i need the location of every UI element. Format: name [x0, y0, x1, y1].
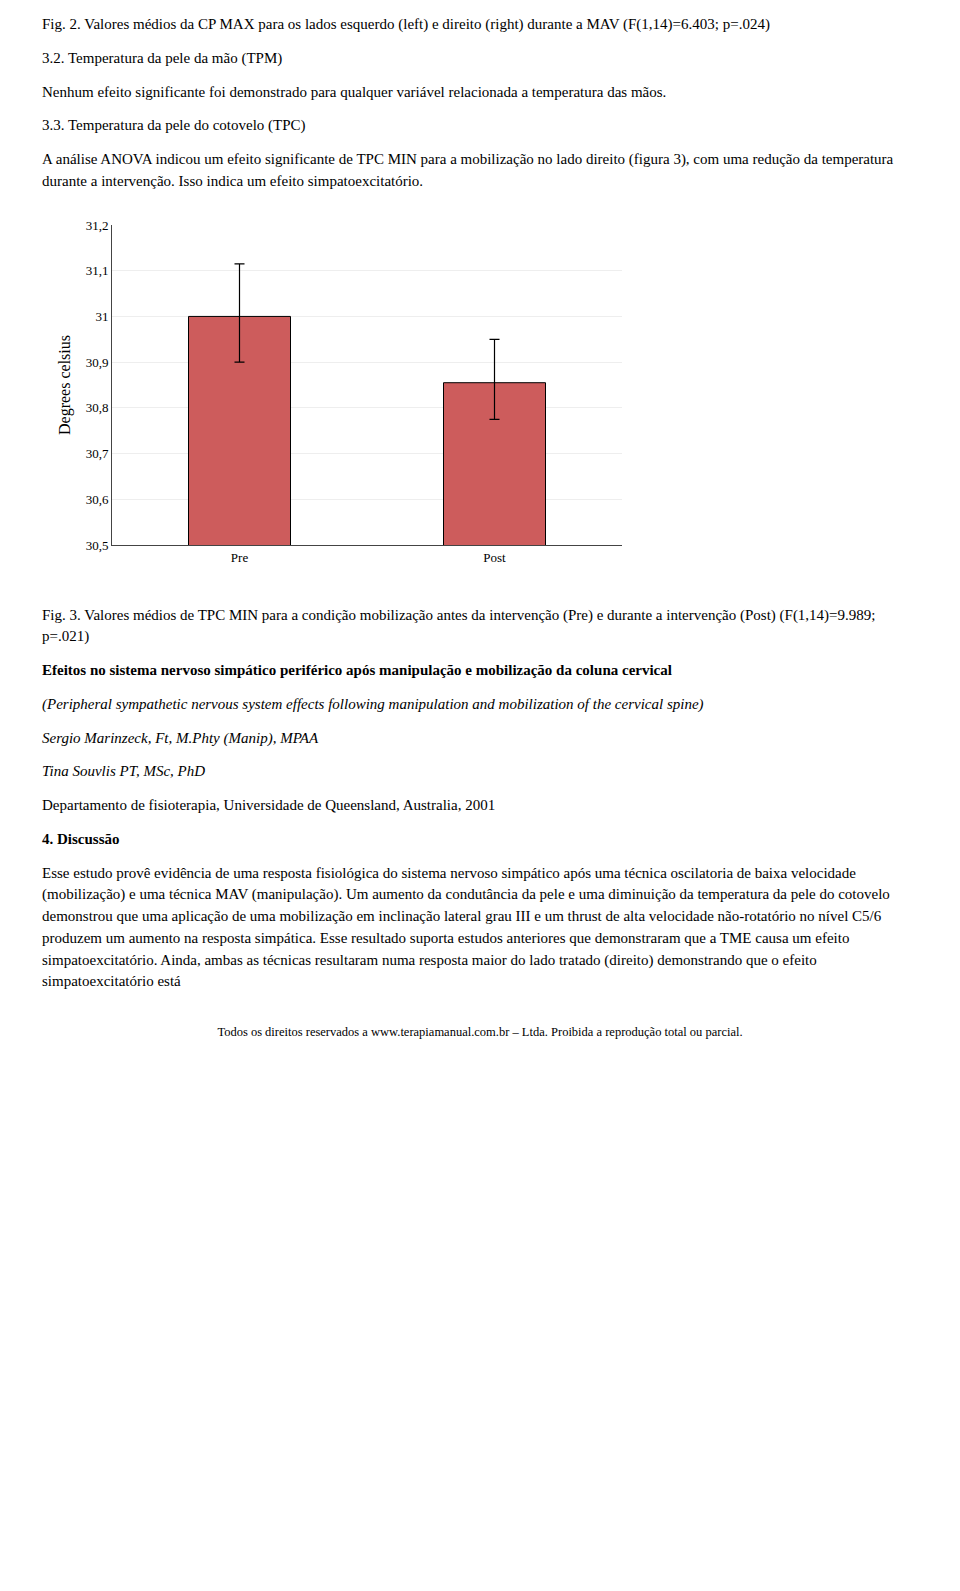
html-text:4. Discussão: 4. Discussão: [42, 830, 120, 847]
html-text:Fig. 2. Valores médios da CP M: Fig. 2. Valores médios da CP MAX para os…: [42, 16, 770, 32]
html-text:Fig. 3. Valores médios de TPC: Fig. 3. Valores médios de TPC MIN para a…: [42, 606, 876, 645]
html-text:Esse estudo provê evidência de: Esse estudo provê evidência de uma respo…: [42, 864, 890, 990]
svg-text:31,1: 31,1: [86, 263, 109, 278]
html-text:Efeitos no sistema nervoso sim: Efeitos no sistema nervoso simpático per…: [42, 662, 672, 678]
svg-text:31,2: 31,2: [86, 217, 109, 232]
svg-text:Post: Post: [483, 549, 506, 564]
html-text:3.2. Temperatura da pele da mã: 3.2. Temperatura da pele da mão (TPM): [42, 49, 283, 66]
html-text:3.3. Temperatura da pele do co: 3.3. Temperatura da pele do cotovelo (TP…: [42, 117, 306, 134]
html-text:(Peripheral sympathetic nervou: (Peripheral sympathetic nervous system e…: [42, 695, 704, 712]
html-text:Nenhum efeito significante foi: Nenhum efeito significante foi demonstra…: [42, 83, 667, 100]
svg-text:30,6: 30,6: [86, 491, 109, 506]
svg-text:30,7: 30,7: [86, 446, 109, 461]
svg-text:30,9: 30,9: [86, 354, 109, 369]
html-text:Sergio Marinzeck, Ft, M.Phty (: Sergio Marinzeck, Ft, M.Phty (Manip), MP…: [42, 729, 319, 746]
svg-text:30,8: 30,8: [86, 400, 109, 415]
svg-text:Degrees celsius: Degrees celsius: [56, 335, 74, 435]
svg-text:30,5: 30,5: [86, 537, 109, 552]
html-text:Tina Souvlis PT, MSc, PhD: Tina Souvlis PT, MSc, PhD: [42, 763, 206, 780]
svg-text:Pre: Pre: [231, 549, 249, 564]
html-text:A análise ANOVA indicou um efe: A análise ANOVA indicou um efeito signif…: [42, 151, 894, 189]
html-text:Todos os direitos reservados a: Todos os direitos reservados a www.terap…: [217, 1025, 743, 1039]
svg-text:31: 31: [95, 308, 108, 323]
html-text:Departamento de fisioterapia,: Departamento de fisioterapia, Universida…: [42, 797, 496, 813]
